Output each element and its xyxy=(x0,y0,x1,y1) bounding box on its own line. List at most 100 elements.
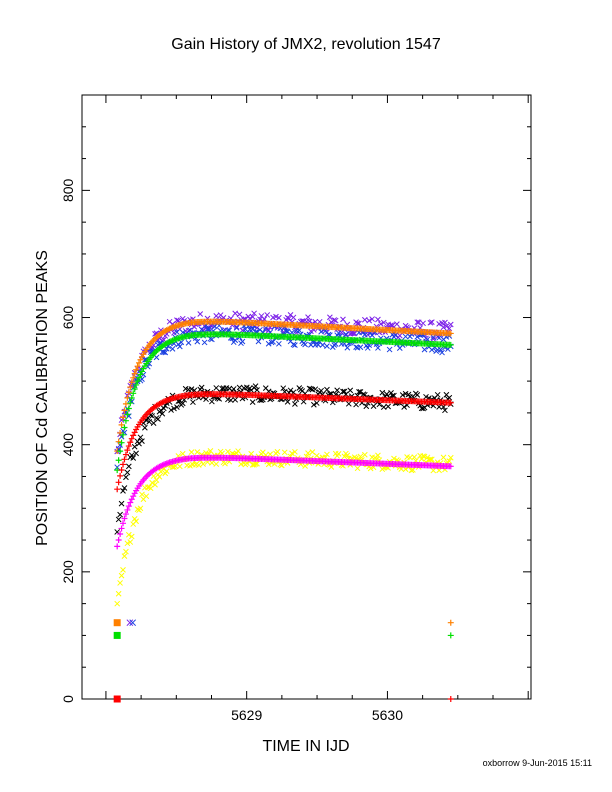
data-point xyxy=(152,481,158,488)
data-point xyxy=(147,485,154,492)
data-point xyxy=(447,321,454,328)
data-point xyxy=(447,632,454,639)
data-point xyxy=(197,311,204,317)
data-point xyxy=(353,401,359,408)
data-point xyxy=(230,386,237,392)
data-point xyxy=(114,486,121,493)
data-point xyxy=(213,313,220,319)
data-point xyxy=(414,392,421,398)
data-point xyxy=(203,450,209,456)
data-point xyxy=(126,619,134,627)
data-point xyxy=(117,580,123,586)
y-tick-label: 200 xyxy=(60,560,76,584)
data-point xyxy=(128,452,135,459)
x-tick-label: 5629 xyxy=(231,707,262,723)
data-point xyxy=(185,340,192,346)
data-point xyxy=(347,387,354,394)
data-point xyxy=(158,407,164,414)
data-point xyxy=(194,449,201,455)
data-point xyxy=(421,346,428,353)
data-point xyxy=(380,404,387,410)
data-point xyxy=(264,312,271,318)
data-point xyxy=(447,454,454,461)
data-point xyxy=(115,479,122,486)
data-point xyxy=(274,448,281,455)
data-point xyxy=(136,359,143,366)
data-point xyxy=(131,429,138,436)
data-point xyxy=(113,695,121,703)
plot-area xyxy=(81,94,532,700)
data-point xyxy=(120,567,126,573)
data-point xyxy=(179,400,186,407)
data-point xyxy=(117,448,124,455)
data-point xyxy=(225,448,231,455)
data-point xyxy=(353,344,359,350)
data-point xyxy=(284,399,291,405)
data-point xyxy=(327,314,333,321)
data-point xyxy=(292,401,298,407)
data-point xyxy=(251,310,257,317)
data-point xyxy=(160,405,167,412)
data-point xyxy=(343,331,349,338)
data-point xyxy=(124,411,131,418)
data-point xyxy=(281,449,288,456)
data-point xyxy=(122,511,129,518)
data-point xyxy=(143,493,150,500)
data-point xyxy=(137,505,144,512)
data-point xyxy=(375,452,381,459)
data-point xyxy=(236,311,243,318)
data-point xyxy=(133,366,140,373)
data-point xyxy=(121,485,128,491)
data-point xyxy=(176,343,183,350)
data-point xyxy=(118,466,125,473)
data-point xyxy=(290,314,297,321)
data-point xyxy=(211,323,218,330)
data-point xyxy=(254,387,260,393)
data-point xyxy=(162,349,169,356)
data-point xyxy=(332,317,339,324)
data-point xyxy=(335,451,342,457)
data-point xyxy=(447,619,454,626)
data-point xyxy=(222,460,228,467)
data-point xyxy=(268,339,275,346)
data-point xyxy=(357,453,364,460)
data-point xyxy=(402,333,409,340)
data-point xyxy=(335,330,342,336)
data-point xyxy=(255,338,262,345)
axes: 0 200 400 600 800 5629 5630 xyxy=(60,95,531,723)
data-point xyxy=(233,325,240,331)
data-point xyxy=(289,450,295,457)
data-point xyxy=(447,330,454,337)
data-point xyxy=(127,439,134,446)
data-point xyxy=(127,400,134,407)
data-point xyxy=(163,468,170,475)
data-point xyxy=(127,384,134,391)
data-point xyxy=(375,316,381,323)
data-point xyxy=(117,472,124,479)
data-point xyxy=(361,316,368,323)
data-point xyxy=(121,553,128,559)
data-point xyxy=(128,496,135,503)
data-point xyxy=(179,450,186,457)
credit-stamp: oxborrow 9-Jun-2015 15:11 xyxy=(482,758,592,768)
data-point xyxy=(356,389,362,395)
data-point xyxy=(396,332,403,339)
data-point xyxy=(430,336,437,342)
data-point xyxy=(139,491,145,498)
data-point xyxy=(137,434,144,441)
data-point xyxy=(442,407,448,414)
data-point xyxy=(113,631,121,639)
data-points xyxy=(113,310,454,703)
data-point xyxy=(420,453,426,460)
chart-title: Gain History of JMX2, revolution 1547 xyxy=(171,36,441,53)
data-point xyxy=(440,454,447,461)
data-point xyxy=(155,416,161,423)
data-point xyxy=(207,448,214,454)
data-point xyxy=(302,341,308,348)
data-point xyxy=(122,451,129,458)
data-point xyxy=(188,386,195,392)
data-point xyxy=(213,461,220,467)
data-point xyxy=(408,467,415,474)
data-point xyxy=(209,459,215,466)
